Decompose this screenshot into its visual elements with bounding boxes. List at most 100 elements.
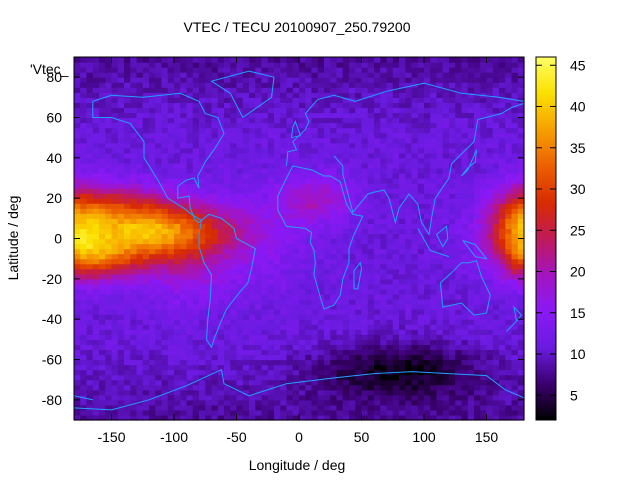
heatmap-cell [336,132,344,139]
heatmap-cell [461,92,469,98]
heatmap-cell [374,87,381,93]
heatmap-cell [467,188,475,194]
heatmap-cell [399,183,406,189]
heatmap-cell [205,178,213,184]
heatmap-cell [455,183,463,189]
heatmap-cell [136,238,144,245]
heatmap-cell [492,147,500,154]
heatmap-cell [411,253,419,260]
heatmap-cell [480,127,488,134]
heatmap-cell [249,384,256,391]
heatmap-cell [455,77,463,83]
heatmap-cell [255,309,263,315]
heatmap-cell [311,77,319,83]
heatmap-cell [292,87,300,93]
heatmap-cell [224,183,231,189]
heatmap-cell [249,268,256,275]
heatmap-cell [74,228,81,235]
heatmap-cell [174,82,181,88]
heatmap-cell [205,102,213,109]
heatmap-cell [161,253,169,260]
heatmap-cell [305,278,313,285]
heatmap-cell [99,379,106,386]
heatmap-cell [274,183,281,189]
heatmap-cell [305,379,313,386]
heatmap-cell [224,399,231,406]
heatmap-cell [392,299,400,305]
heatmap-cell [261,299,269,305]
heatmap-cell [174,178,181,184]
heatmap-cell [186,193,194,199]
heatmap-cell [299,233,306,240]
heatmap-cell [92,278,100,285]
heatmap-cell [361,293,369,300]
heatmap-cell [74,72,81,78]
heatmap-cell [436,198,444,204]
heatmap-cell [405,359,413,366]
heatmap-cell [80,364,88,371]
heatmap-cell [211,132,219,139]
heatmap-cell [274,283,281,290]
heatmap-cell [124,87,131,93]
heatmap-cell [317,117,325,124]
heatmap-cell [480,324,488,330]
heatmap-cell [74,57,81,63]
heatmap-cell [399,92,406,98]
heatmap-cell [261,379,269,386]
heatmap-cell [149,349,156,356]
heatmap-cell [480,183,488,189]
heatmap-cell [74,82,81,88]
heatmap-cell [374,162,381,169]
heatmap-cell [330,162,338,169]
heatmap-cell [149,57,156,63]
heatmap-cell [305,218,313,224]
heatmap-cell [192,399,200,406]
heatmap-cell [205,137,213,144]
heatmap-cell [180,203,188,209]
heatmap-cell [180,238,188,245]
heatmap-cell [374,389,381,396]
heatmap-cell [455,389,463,396]
heatmap-cell [324,62,331,68]
heatmap-cell [167,122,175,129]
heatmap-cell [386,414,394,421]
heatmap-cell [192,278,200,285]
heatmap-cell [130,87,138,93]
heatmap-cell [367,359,375,366]
heatmap-cell [324,304,331,310]
heatmap-cell [436,112,444,119]
heatmap-cell [211,188,219,194]
heatmap-cell [124,299,131,305]
heatmap-cell [499,329,506,335]
heatmap-cell [499,404,506,411]
heatmap-cell [311,208,319,214]
heatmap-cell [292,92,300,98]
heatmap-cell [361,142,369,149]
heatmap-cell [199,404,206,411]
heatmap-cell [499,354,506,361]
heatmap-cell [261,324,269,330]
heatmap-cell [305,339,313,345]
heatmap-cell [367,319,375,325]
heatmap-cell [286,188,294,194]
heatmap-cell [474,107,481,114]
heatmap-cell [417,324,425,330]
heatmap-cell [117,107,125,114]
heatmap-cell [392,178,400,184]
heatmap-cell [349,258,356,265]
heatmap-cell [455,228,463,235]
heatmap-cell [311,132,319,139]
heatmap-cell [205,288,213,295]
heatmap-cell [399,198,406,204]
heatmap-cell [136,107,144,114]
heatmap-cell [424,283,431,290]
heatmap-cell [142,253,150,260]
heatmap-cell [167,127,175,134]
heatmap-cell [224,354,231,361]
heatmap-cell [486,414,494,421]
heatmap-cell [174,304,181,310]
heatmap-cell [180,193,188,199]
heatmap-cell [411,314,419,320]
heatmap-cell [467,87,475,93]
heatmap-cell [205,299,213,305]
